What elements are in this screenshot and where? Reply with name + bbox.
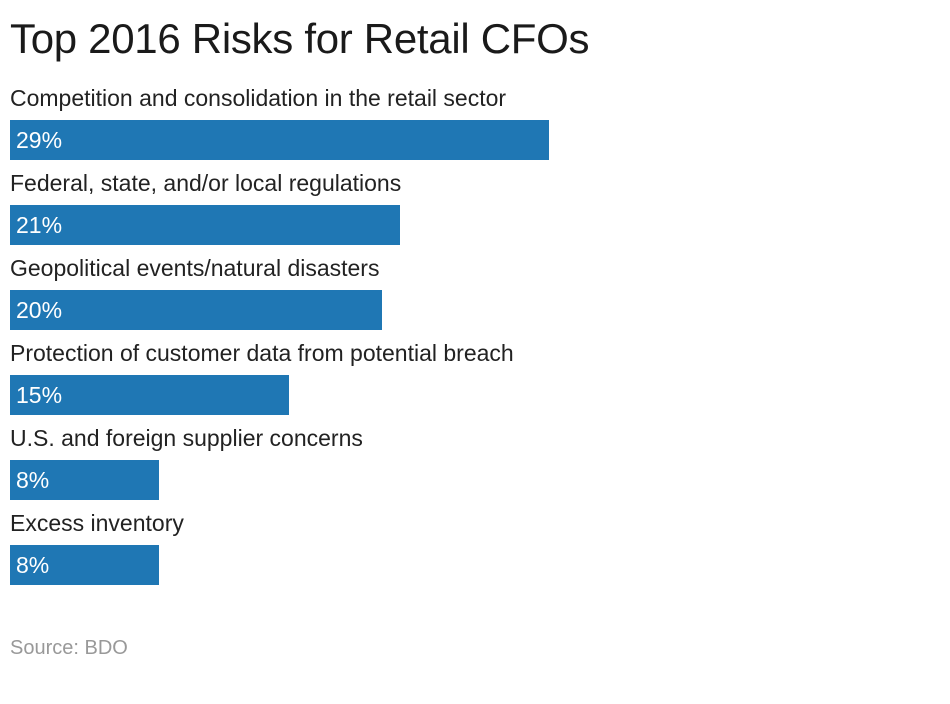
category-label: Excess inventory [10, 510, 184, 536]
bar-row: Geopolitical events/natural disasters 20% [10, 252, 940, 337]
category-label: Competition and consolidation in the ret… [10, 85, 507, 111]
chart-title: Top 2016 Risks for Retail CFOs [10, 15, 590, 62]
bar-value-label: 20% [16, 297, 63, 323]
bar: 21% [10, 205, 400, 245]
bar: 20% [10, 290, 382, 330]
bar: 15% [10, 375, 289, 415]
bar: 8% [10, 545, 159, 585]
source-note: Source: BDO [10, 637, 128, 659]
bar-row: Federal, state, and/or local regulations… [10, 167, 940, 252]
bar-value-label: 15% [16, 382, 63, 408]
category-label: U.S. and foreign supplier concerns [10, 425, 363, 451]
category-label: Geopolitical events/natural disasters [10, 255, 380, 281]
bar-value-label: 21% [16, 212, 63, 238]
category-label: Federal, state, and/or local regulations [10, 170, 402, 196]
category-label: Protection of customer data from potenti… [10, 340, 514, 366]
bar-value-label: 8% [16, 552, 50, 578]
bar-value-label: 8% [16, 467, 50, 493]
bar: 29% [10, 120, 549, 160]
bar-row: U.S. and foreign supplier concerns 8% [10, 422, 940, 507]
bar-row: Competition and consolidation in the ret… [10, 82, 940, 167]
bar-value-label: 29% [16, 127, 63, 153]
bar: 8% [10, 460, 159, 500]
bar-row: Protection of customer data from potenti… [10, 337, 940, 422]
bar-row: Excess inventory 8% [10, 507, 940, 592]
chart: Top 2016 Risks for Retail CFOs Competiti… [10, 0, 940, 704]
